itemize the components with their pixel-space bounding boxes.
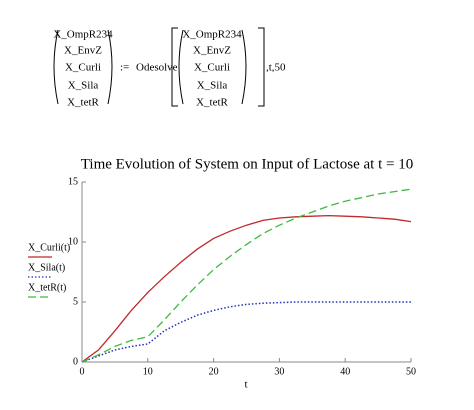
x-tick-label: 20 <box>209 366 219 377</box>
series-line <box>81 188 412 363</box>
x-tick-label: 40 <box>340 366 350 377</box>
function-name: Odesolve <box>136 62 178 74</box>
vector-entry: X_Sila <box>197 80 228 92</box>
x-tick-label: 0 <box>80 366 85 377</box>
legend-label: X_Sila(t) <box>28 262 65 273</box>
vector-entry: X_tetR <box>67 97 99 109</box>
legend-label: X_Curli(t) <box>28 242 70 253</box>
series-line <box>81 214 412 363</box>
y-tick-label: 15 <box>68 176 78 187</box>
legend-label: X_tetR(t) <box>28 282 66 293</box>
chart-title: Time Evolution of System on Input of Lac… <box>81 156 413 172</box>
paren-right <box>241 29 247 105</box>
vector-entry: X_OmpR234 <box>53 29 113 41</box>
bracket-left <box>171 27 178 107</box>
paren-right <box>107 29 113 105</box>
vector-entry: X_Curli <box>65 62 101 74</box>
bracket-right <box>258 27 265 107</box>
vector-entry: X_tetR <box>196 97 228 109</box>
x-axis-label: t <box>244 379 247 391</box>
vector-entry: X_OmpR234 <box>182 29 242 41</box>
paren-left <box>53 29 59 105</box>
x-tick-label: 10 <box>143 366 153 377</box>
vector-entry: X_EnvZ <box>193 45 231 57</box>
y-tick-label: 10 <box>68 236 78 247</box>
series-line <box>81 301 411 363</box>
y-tick-label: 0 <box>73 356 78 367</box>
x-tick-label: 30 <box>274 366 284 377</box>
paren-left <box>178 29 184 105</box>
tail: ,t,50 <box>266 62 286 74</box>
x-tick-label: 50 <box>406 366 416 377</box>
vector-entry: X_Curli <box>194 62 230 74</box>
operator: := <box>120 62 129 74</box>
vector-entry: X_EnvZ <box>64 45 102 57</box>
y-tick-label: 5 <box>73 296 78 307</box>
vector-entry: X_Sila <box>68 80 99 92</box>
